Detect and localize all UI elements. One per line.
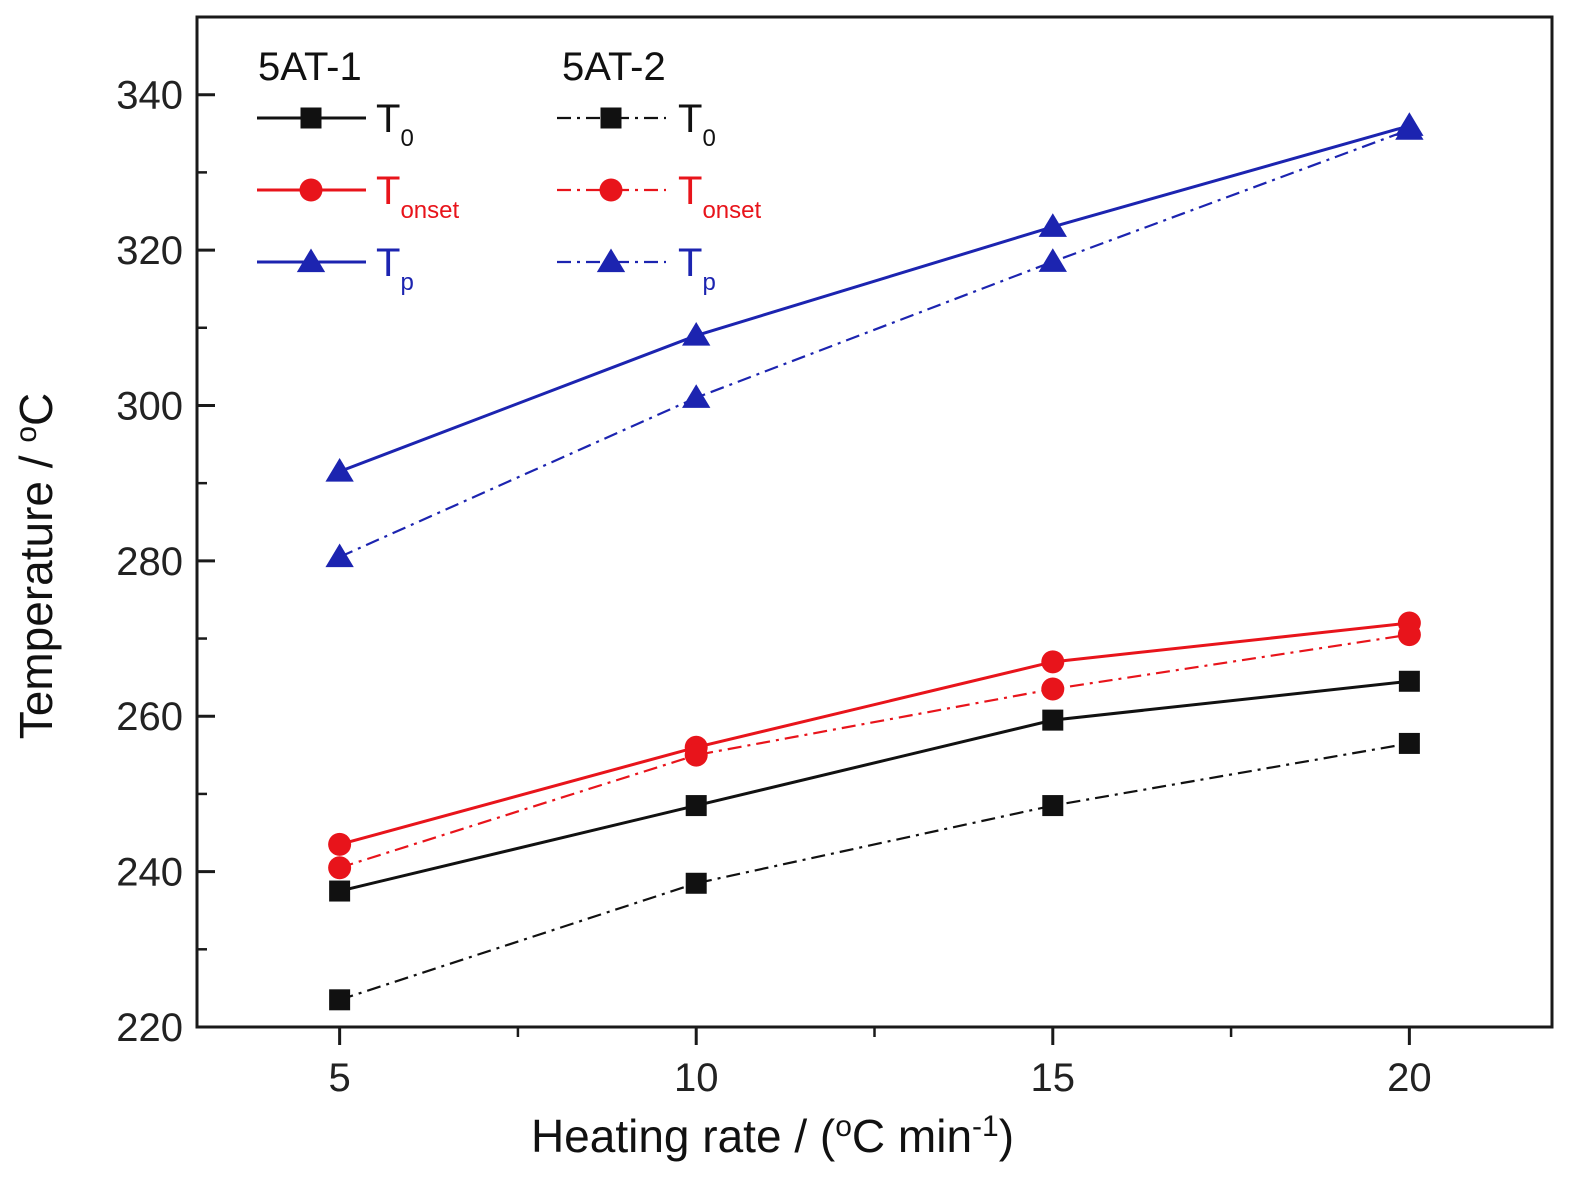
legend-label: Tonset <box>678 169 761 224</box>
data-point-5at-1-tonset <box>1041 650 1065 674</box>
legend-label-main: T <box>678 97 702 141</box>
series-5at-2-tonset <box>328 623 1421 880</box>
data-point-5at-1-t0 <box>1042 709 1064 731</box>
axes: 220 240 260 280 300 320 340 5 10 15 20 <box>116 15 1554 1100</box>
series-line-5at-2-tp <box>339 128 1410 558</box>
series-line-5at-2-t0 <box>339 742 1410 1001</box>
data-point-5at-2-tonset <box>1041 677 1065 701</box>
legend-label-subscript: onset <box>702 197 761 224</box>
x-axis-title-unit: C min <box>852 1110 972 1162</box>
data-point-5at-2-t0 <box>329 989 351 1011</box>
legend-marker-circle <box>299 178 323 202</box>
data-point-5at-2-tp <box>682 384 711 408</box>
legend-marker-square <box>600 107 622 129</box>
data-point-5at-2-tonset <box>328 856 352 880</box>
series-5at-2-t0 <box>329 732 1420 1011</box>
data-point-5at-2-t0 <box>1042 795 1064 817</box>
series-line-5at-1-tonset <box>339 621 1410 846</box>
series-line-5at-1-t0 <box>339 679 1410 893</box>
legend-marker-square <box>300 107 322 129</box>
y-axis-title-suffix: C <box>10 393 62 426</box>
y-axis-title-prefix: Temperature / <box>10 443 62 740</box>
series-5at-1-tp <box>325 112 1424 482</box>
legend-label-subscript: p <box>400 269 413 296</box>
y-tick-label: 260 <box>116 695 183 739</box>
legend-label: Tonset <box>376 169 459 224</box>
legend-label: Tp <box>678 241 716 296</box>
ticks: 220 240 260 280 300 320 340 5 10 15 20 <box>116 74 1431 1100</box>
legend-label: Tp <box>376 241 414 296</box>
data-point-5at-1-tp <box>1038 213 1067 237</box>
series-5at-1-tonset <box>328 611 1421 856</box>
x-axis-title: Heating rate / (oC min-1) <box>531 1110 1014 1162</box>
data-point-5at-1-tp <box>325 458 354 482</box>
y-tick-label: 320 <box>116 229 183 273</box>
legend-marker-circle <box>599 178 623 202</box>
legend-label-subscript: 0 <box>702 125 715 152</box>
legend-entry-5at-2-t0: T0 <box>557 97 716 152</box>
y-tick-label: 220 <box>116 1006 183 1050</box>
legend-label-subscript: onset <box>400 197 459 224</box>
legend-label-subscript: 0 <box>400 125 413 152</box>
y-axis-title: Temperature / oC <box>10 393 62 740</box>
data-point-5at-2-tonset <box>684 743 708 767</box>
y-tick-label: 340 <box>116 74 183 118</box>
data-point-5at-1-tp <box>682 322 711 346</box>
legend-label: T0 <box>376 97 414 152</box>
legend-entry-5at-1-tp: Tp <box>257 241 414 296</box>
y-axis-title-degree: o <box>10 426 43 443</box>
y-tick-label: 300 <box>116 384 183 428</box>
legend-label-subscript: p <box>702 269 715 296</box>
data-point-5at-1-t0 <box>685 795 707 817</box>
data-point-5at-1-tonset <box>328 832 352 856</box>
data-point-5at-2-tp <box>1038 248 1067 272</box>
legend-entry-5at-2-tp: Tp <box>557 241 716 296</box>
x-tick-label: 5 <box>329 1056 351 1100</box>
legend-entry-5at-1-t0: T0 <box>257 97 414 152</box>
y-tick-label: 280 <box>116 540 183 584</box>
data-point-5at-1-t0 <box>1398 670 1420 692</box>
x-axis-title-exponent: -1 <box>972 1110 999 1143</box>
legend-label-main: T <box>376 169 400 213</box>
data-point-5at-2-tonset <box>1397 623 1421 647</box>
legend-label-main: T <box>376 97 400 141</box>
x-axis-title-degree: o <box>835 1110 852 1143</box>
x-axis-title-prefix: Heating rate / ( <box>531 1110 836 1162</box>
data-point-5at-2-t0 <box>685 872 707 894</box>
x-tick-label: 20 <box>1387 1056 1432 1100</box>
x-tick-label: 10 <box>674 1056 719 1100</box>
series-line-5at-1-tp <box>339 124 1410 473</box>
legend-group-title-5at-2: 5AT-2 <box>562 45 666 89</box>
series-line-5at-2-tonset <box>339 633 1410 869</box>
legend-entry-5at-1-tonset: Tonset <box>257 169 459 224</box>
legend-marker-triangle <box>596 248 626 273</box>
x-axis-title-suffix: ) <box>999 1110 1014 1162</box>
legend-label-main: T <box>678 169 702 213</box>
data-point-5at-1-t0 <box>329 880 351 902</box>
legend-label: T0 <box>678 97 716 152</box>
data-point-5at-2-tp <box>325 543 354 568</box>
legend-label-main: T <box>376 241 400 285</box>
y-tick-label: 240 <box>116 851 183 895</box>
series-5at-1-t0 <box>329 670 1420 902</box>
x-tick-label: 15 <box>1031 1056 1076 1100</box>
legend-label-main: T <box>678 241 702 285</box>
legend-group-title-5at-1: 5AT-1 <box>258 45 362 89</box>
legend-marker-triangle <box>296 248 326 273</box>
data-point-5at-2-t0 <box>1398 732 1420 754</box>
legend-entry-5at-2-tonset: Tonset <box>557 169 761 224</box>
series-5at-2-tp <box>325 116 1424 568</box>
series-group <box>325 112 1424 1011</box>
data-point-5at-2-tp <box>1395 116 1424 140</box>
